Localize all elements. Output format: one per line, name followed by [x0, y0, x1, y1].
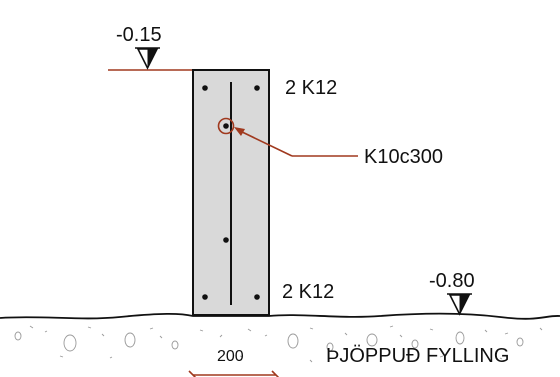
wall-section	[192, 69, 270, 316]
level-marker-top: -0.15	[108, 24, 193, 71]
rebar-dot-top-right	[254, 85, 260, 91]
compacted-fill-hatch	[14, 325, 543, 363]
level-triangle-fill-bottom	[459, 295, 469, 314]
dimension-tick-left	[188, 370, 197, 377]
stirrup-leader	[234, 127, 358, 157]
rebar-label-top: 2 K12	[285, 77, 337, 99]
rebar-dot-bottom-right	[254, 294, 260, 300]
ground-line	[0, 312, 560, 320]
rebar-dot-top-left	[202, 85, 208, 91]
stirrup-highlight-circle	[217, 117, 235, 135]
leader-arrowhead	[234, 127, 245, 136]
stirrup-label: K10c300	[364, 146, 443, 168]
level-triangle-fill-top	[147, 49, 157, 68]
dimension-label: 200	[217, 348, 244, 365]
dimension-tick-right	[271, 370, 280, 377]
level-label-top: -0.15	[116, 24, 162, 46]
level-label-bottom: -0.80	[429, 270, 475, 292]
width-dimension: 200	[188, 348, 280, 377]
rebar-dot-middle	[223, 237, 229, 243]
stirrup-bar-dot	[223, 123, 229, 129]
level-marker-bottom: -0.80	[429, 270, 475, 316]
leader-diagonal	[237, 129, 293, 157]
rebar-label-bottom: 2 K12	[282, 281, 334, 303]
fill-label: ÞJÖPPUÐ FYLLING	[326, 345, 509, 367]
rebar-dot-bottom-left	[202, 294, 208, 300]
